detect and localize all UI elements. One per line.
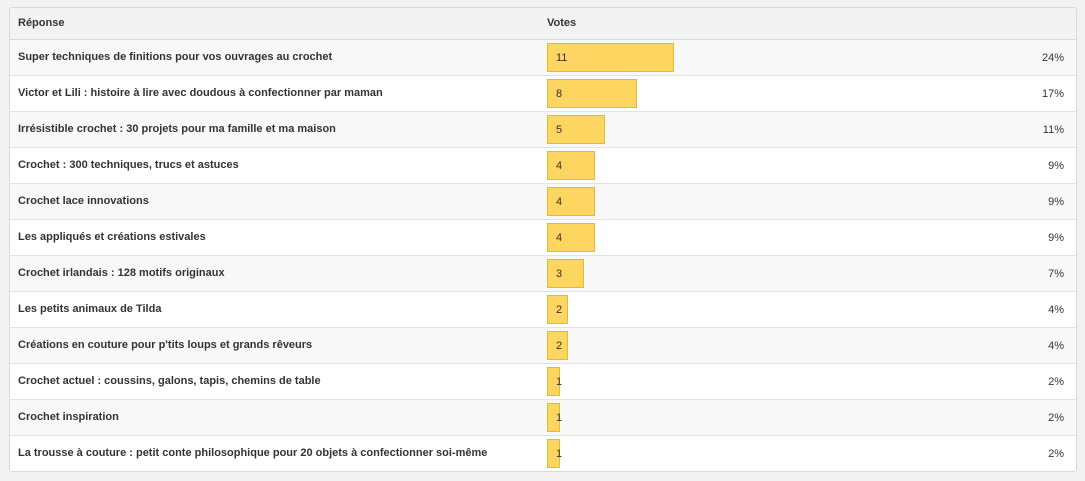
vote-percent: 11% (1042, 124, 1064, 136)
vote-percent: 4% (1048, 304, 1064, 316)
vote-bar (547, 331, 568, 360)
table-row: Crochet irlandais : 128 motifs originaux… (10, 256, 1076, 292)
answer-label: La trousse à couture : petit conte philo… (18, 447, 488, 459)
vote-bar (547, 259, 584, 288)
table-row: La trousse à couture : petit conte philo… (10, 436, 1076, 471)
answer-label: Crochet actuel : coussins, galons, tapis… (18, 375, 321, 387)
vote-bar (547, 295, 568, 324)
vote-percent: 7% (1048, 268, 1064, 280)
vote-count: 1 (556, 376, 563, 388)
answer-label: Crochet irlandais : 128 motifs originaux (18, 267, 225, 279)
header-votes: Votes (547, 17, 577, 29)
vote-bar (547, 115, 605, 144)
table-row: Crochet inspiration 1 2% (10, 400, 1076, 436)
vote-bar (547, 151, 595, 180)
header-answer: Réponse (18, 17, 65, 29)
vote-count: 4 (556, 232, 563, 244)
vote-count: 2 (556, 340, 563, 352)
vote-bar (547, 43, 674, 72)
results-list: Super techniques de finitions pour vos o… (10, 40, 1076, 471)
table-row: Crochet : 300 techniques, trucs et astuc… (10, 148, 1076, 184)
table-row: Les petits animaux de Tilda 2 4% (10, 292, 1076, 328)
vote-percent: 9% (1048, 196, 1064, 208)
vote-count: 4 (556, 160, 563, 172)
vote-percent: 9% (1048, 160, 1064, 172)
answer-label: Super techniques de finitions pour vos o… (18, 51, 333, 63)
table-row: Les appliqués et créations estivales 4 9% (10, 220, 1076, 256)
vote-percent: 9% (1048, 232, 1064, 244)
table-row: Victor et Lili : histoire à lire avec do… (10, 76, 1076, 112)
vote-bar (547, 79, 637, 108)
vote-count: 11 (556, 52, 568, 64)
answer-label: Les petits animaux de Tilda (18, 303, 162, 315)
answer-label: Crochet : 300 techniques, trucs et astuc… (18, 159, 239, 171)
vote-percent: 2% (1048, 412, 1064, 424)
vote-bar (547, 403, 560, 432)
vote-count: 5 (556, 124, 563, 136)
poll-results-panel: Réponse Votes Super techniques de finiti… (9, 7, 1077, 472)
vote-bar (547, 367, 560, 396)
vote-percent: 24% (1041, 52, 1064, 64)
table-row: Crochet actuel : coussins, galons, tapis… (10, 364, 1076, 400)
vote-count: 1 (556, 412, 563, 424)
table-row: Super techniques de finitions pour vos o… (10, 40, 1076, 76)
vote-bar (547, 187, 595, 216)
vote-count: 4 (556, 196, 563, 208)
vote-count: 2 (556, 304, 563, 316)
vote-percent: 4% (1048, 340, 1064, 352)
answer-label: Crochet inspiration (18, 411, 119, 423)
vote-count: 3 (556, 268, 563, 280)
vote-count: 1 (556, 448, 563, 460)
table-row: Irrésistible crochet : 30 projets pour m… (10, 112, 1076, 148)
answer-label: Créations en couture pour p'tits loups e… (18, 339, 313, 351)
table-header: Réponse Votes (10, 8, 1076, 40)
vote-bar (547, 223, 595, 252)
answer-label: Irrésistible crochet : 30 projets pour m… (18, 123, 336, 135)
answer-label: Crochet lace innovations (18, 195, 149, 207)
table-row: Créations en couture pour p'tits loups e… (10, 328, 1076, 364)
vote-percent: 17% (1041, 88, 1064, 100)
table-row: Crochet lace innovations 4 9% (10, 184, 1076, 220)
answer-label: Victor et Lili : histoire à lire avec do… (18, 87, 383, 99)
answer-label: Les appliqués et créations estivales (18, 231, 206, 243)
vote-percent: 2% (1048, 376, 1064, 388)
vote-percent: 2% (1048, 448, 1064, 460)
vote-count: 8 (556, 88, 563, 100)
vote-bar (547, 439, 560, 468)
